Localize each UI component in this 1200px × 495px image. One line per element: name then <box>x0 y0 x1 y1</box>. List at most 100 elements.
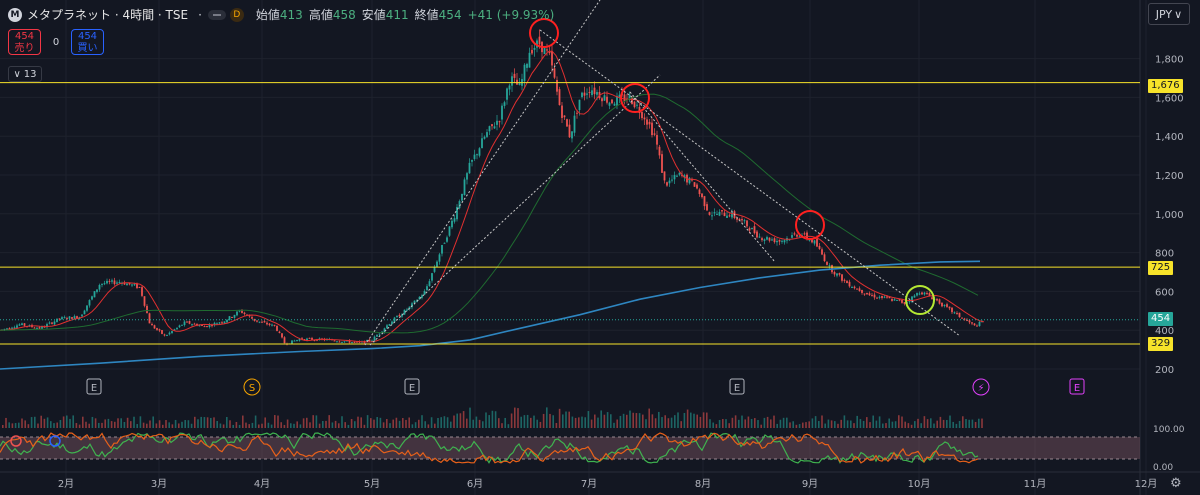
candle-body <box>623 94 626 102</box>
volume-bar <box>14 423 17 428</box>
visibility-toggle-icon[interactable] <box>207 9 226 20</box>
volume-bar <box>603 414 606 428</box>
candle-body <box>696 184 698 189</box>
volume-bar <box>424 421 426 428</box>
volume-bar <box>840 419 842 428</box>
candle-body <box>758 236 761 238</box>
volume-bar <box>965 419 967 428</box>
volume-bar <box>693 413 695 428</box>
candle-body <box>398 314 401 317</box>
volume-bar <box>683 412 686 428</box>
candle-body <box>891 298 893 301</box>
volume-bar <box>235 421 238 428</box>
candle-body <box>386 325 388 329</box>
volume-bar <box>443 416 446 428</box>
volume-bar <box>616 419 618 428</box>
candle-body <box>888 296 891 299</box>
candle-body <box>713 212 716 214</box>
volume-bar <box>274 415 276 428</box>
buy-button[interactable]: 454 買い <box>71 29 104 55</box>
volume-bar <box>341 416 343 428</box>
candle-body <box>191 324 193 326</box>
volume-bar <box>914 421 916 428</box>
candle-body <box>301 338 303 340</box>
volume-bar <box>296 421 298 428</box>
candle-body <box>858 288 861 291</box>
volume-bar <box>696 414 698 428</box>
gear-icon[interactable]: ⚙ <box>1170 476 1182 491</box>
volume-bar <box>920 423 922 428</box>
candle-body <box>583 92 586 96</box>
volume-bar <box>190 423 193 428</box>
candle-body <box>311 338 313 340</box>
volume-bar <box>952 421 954 428</box>
level-tag-725: 725 <box>1148 261 1174 275</box>
candle-body <box>166 335 168 337</box>
candle-body <box>603 95 606 101</box>
volume-bar <box>181 421 183 428</box>
volume-bar <box>11 423 14 428</box>
candle-body <box>826 262 828 265</box>
candle-body <box>48 322 51 324</box>
candle-body <box>443 242 446 244</box>
event-label: E <box>734 383 740 394</box>
indicators-toggle[interactable]: ∨ 13 <box>8 66 42 82</box>
candle-body <box>918 293 921 295</box>
volume-bar <box>955 423 958 428</box>
volume-bar <box>194 416 196 428</box>
ohlc-close: 終値454 <box>414 8 462 22</box>
price-tick-label: 200 <box>1155 365 1174 376</box>
candle-body <box>716 213 718 215</box>
current-price-tag: 454 <box>1148 312 1174 326</box>
oscillator-legend-icon <box>49 435 61 447</box>
volume-bar <box>811 418 814 428</box>
candle-body <box>618 94 621 99</box>
volume-bar <box>254 415 257 428</box>
candle-body <box>136 283 138 289</box>
candle-body <box>101 283 103 285</box>
volume-bar <box>21 418 23 428</box>
volume-bar <box>594 414 596 428</box>
candle-body <box>433 267 436 272</box>
highlight-circle-red <box>529 18 559 48</box>
candle-body <box>473 154 476 159</box>
candle-body <box>306 338 308 341</box>
candle-body <box>226 319 228 323</box>
volume-bar <box>104 419 106 428</box>
volume-bar <box>542 413 545 428</box>
currency-selector[interactable]: JPY ∨ <box>1148 3 1190 25</box>
candle-body <box>856 288 858 290</box>
candle-body <box>708 212 711 215</box>
volume-bar <box>366 415 369 428</box>
candle-body <box>848 281 851 287</box>
candle-body <box>551 50 553 66</box>
chevron-down-icon: ∨ <box>13 68 21 80</box>
candle-body <box>428 281 431 287</box>
candle-body <box>958 312 961 318</box>
volume-bar <box>894 421 897 428</box>
volume-bar <box>331 422 334 428</box>
candle-body <box>956 312 958 314</box>
candle-body <box>471 159 473 162</box>
time-tick-label: 11月 <box>1024 478 1047 490</box>
time-tick-label: 2月 <box>58 478 74 490</box>
volume-bar <box>280 422 282 428</box>
candle-body <box>953 312 956 314</box>
candle-body <box>878 296 881 298</box>
candle-body <box>183 321 186 326</box>
candle-body <box>151 324 153 326</box>
sell-button[interactable]: 454 売り <box>8 29 41 55</box>
candle-body <box>861 289 863 293</box>
chart-title[interactable]: メタプラネット · 4時間 · TSE <box>27 8 189 22</box>
timeframe-badge[interactable]: D <box>229 7 244 22</box>
candle-body <box>673 175 676 180</box>
trendline <box>539 29 961 337</box>
candle-body <box>61 317 63 320</box>
volume-bar <box>574 417 577 428</box>
candle-body <box>806 232 808 239</box>
volume-bar <box>395 417 398 428</box>
candle-body <box>556 79 558 92</box>
volume-bar <box>418 419 420 428</box>
candle-body <box>273 324 276 326</box>
